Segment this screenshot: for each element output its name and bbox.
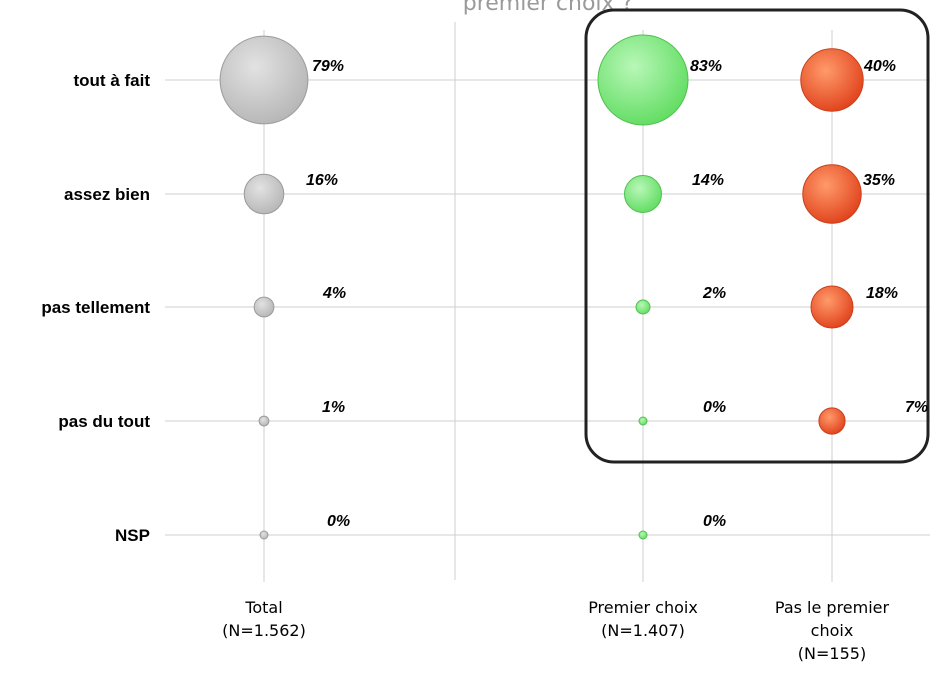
column-label: (N=1.407) <box>601 621 685 640</box>
bubble <box>818 407 846 435</box>
column-label: Total <box>244 598 282 617</box>
column-label: (N=1.562) <box>222 621 306 640</box>
bubble <box>800 48 864 112</box>
category-label: pas tellement <box>41 298 150 317</box>
column-label: (N=155) <box>798 644 866 663</box>
bubble <box>219 35 309 125</box>
column-labels: Total (N=1.562) Premier choix (N=1.407) Pas … <box>222 598 889 663</box>
value-label: 18% <box>866 285 898 302</box>
category-label: NSP <box>115 526 150 545</box>
value-label: 16% <box>306 172 338 189</box>
bubble <box>638 416 648 426</box>
category-label: pas du tout <box>58 412 150 431</box>
highlight-box <box>584 8 930 464</box>
value-label: 83% <box>690 58 722 75</box>
column-label: Pas le premier <box>775 598 890 617</box>
category-label: assez bien <box>64 185 150 204</box>
value-label: 1% <box>322 399 345 416</box>
value-label: 0% <box>703 399 726 416</box>
bubbles <box>219 34 864 540</box>
category-labels: tout à fait assez bien pas tellement pas du… <box>41 71 150 545</box>
column-label: choix <box>811 621 854 640</box>
bubble <box>597 34 689 126</box>
bubble <box>810 285 854 329</box>
value-label: 40% <box>863 58 896 75</box>
bubble <box>243 173 285 215</box>
chart-title: premier choix ? <box>463 0 633 16</box>
value-label: 35% <box>863 172 895 189</box>
category-label: tout à fait <box>74 71 151 90</box>
value-label: 0% <box>327 513 350 530</box>
column-label: Premier choix <box>588 598 698 617</box>
bubble <box>259 530 269 540</box>
bubble <box>638 530 648 540</box>
value-label: 2% <box>702 285 726 302</box>
value-labels: 79% 16% 4% 1% 0% 83% 14% 2% 0% 0% 40% 35% 18% 7% <box>306 58 928 530</box>
bubble <box>624 175 662 213</box>
bubble <box>258 415 270 427</box>
bubble <box>802 164 862 224</box>
value-label: 14% <box>692 172 724 189</box>
value-label: 0% <box>703 513 726 530</box>
value-label: 79% <box>312 58 344 75</box>
value-label: 7% <box>905 399 928 416</box>
bubble <box>253 296 275 318</box>
bubble <box>635 299 651 315</box>
value-label: 4% <box>322 285 346 302</box>
